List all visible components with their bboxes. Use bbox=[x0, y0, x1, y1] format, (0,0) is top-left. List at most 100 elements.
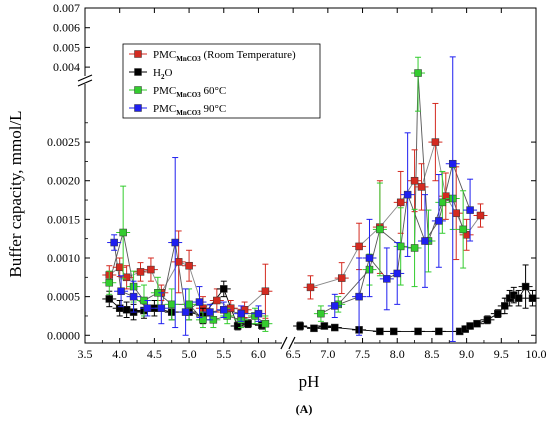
data-point bbox=[220, 306, 228, 314]
panel-label: (A) bbox=[296, 402, 313, 416]
legend-marker bbox=[134, 50, 142, 58]
y-break-mark bbox=[77, 74, 93, 82]
x-tick-label: 3.5 bbox=[78, 347, 93, 361]
x-break-gap bbox=[281, 338, 294, 348]
y-break-gap bbox=[79, 76, 91, 84]
data-point bbox=[317, 309, 325, 318]
data-point bbox=[195, 298, 204, 306]
x-tick-label: 9.5 bbox=[494, 347, 509, 361]
y-tick-label: 0.005 bbox=[53, 40, 80, 54]
data-point bbox=[483, 316, 492, 324]
data-point bbox=[143, 304, 152, 312]
x-tick-label: 9.0 bbox=[459, 347, 474, 361]
y-tick-label: 0.004 bbox=[53, 60, 80, 74]
y-tick-label: 0.0025 bbox=[47, 135, 80, 149]
legend-entries: PMCMnCO3 (Room Temperature) H2O PMCMnCO3 6… bbox=[129, 49, 296, 117]
data-point bbox=[459, 225, 467, 234]
data-point bbox=[331, 323, 339, 332]
legend-box bbox=[122, 43, 321, 119]
data-point bbox=[115, 304, 124, 312]
data-point bbox=[414, 327, 422, 336]
data-point bbox=[220, 285, 228, 293]
data-point bbox=[383, 275, 391, 283]
data-point bbox=[421, 237, 429, 245]
data-point bbox=[171, 238, 179, 247]
y-tick-label: 0.0015 bbox=[47, 212, 80, 226]
data-point bbox=[110, 238, 118, 247]
data-point bbox=[129, 292, 138, 301]
data-point bbox=[337, 274, 346, 282]
data-point bbox=[435, 217, 443, 225]
data-point bbox=[105, 278, 114, 287]
data-point bbox=[117, 287, 125, 295]
data-point bbox=[396, 242, 405, 251]
data-point bbox=[435, 327, 443, 336]
data-point bbox=[261, 287, 270, 295]
data-point bbox=[417, 183, 426, 191]
data-point bbox=[213, 296, 221, 305]
data-point bbox=[147, 265, 155, 274]
data-point bbox=[393, 269, 401, 278]
y-tick-label: 0.0000 bbox=[47, 328, 80, 342]
x-tick-label: 10.0 bbox=[526, 347, 547, 361]
data-point bbox=[185, 300, 193, 309]
data-point bbox=[414, 69, 422, 77]
data-point bbox=[448, 159, 457, 168]
x-tick-label: 4.5 bbox=[147, 347, 162, 361]
legend-marker bbox=[134, 104, 142, 112]
data-point bbox=[396, 198, 405, 207]
x-tick-label: 8.0 bbox=[390, 347, 405, 361]
x-tick-label: 6.0 bbox=[251, 347, 266, 361]
data-point bbox=[206, 308, 214, 316]
legend-marker bbox=[134, 86, 142, 94]
data-point bbox=[244, 319, 252, 328]
legend-label: PMCMnCO3 (Room Temperature) bbox=[153, 49, 296, 63]
data-point bbox=[119, 228, 127, 237]
data-point bbox=[331, 302, 339, 310]
data-point bbox=[390, 327, 398, 336]
data-point bbox=[355, 292, 363, 301]
x-axis-title: pH bbox=[299, 372, 320, 391]
x-break-mark bbox=[280, 336, 288, 350]
data-point bbox=[237, 309, 245, 318]
data-point bbox=[185, 261, 193, 270]
x-tick-label: 6.5 bbox=[286, 347, 301, 361]
legend-label: PMCMnCO3 60°C bbox=[153, 85, 226, 99]
x-tick-label: 5.0 bbox=[182, 347, 197, 361]
y-tick-label: 0.0010 bbox=[47, 251, 80, 265]
data-point bbox=[528, 294, 537, 302]
y-break-mark bbox=[77, 79, 93, 87]
data-point bbox=[431, 138, 440, 146]
data-point bbox=[320, 322, 329, 330]
legend-marker bbox=[134, 68, 142, 76]
data-point bbox=[521, 282, 530, 291]
data-point bbox=[122, 273, 131, 282]
data-point bbox=[115, 263, 124, 272]
data-point bbox=[365, 254, 374, 262]
legend: PMCMnCO3 (Room Temperature) H2O PMCMnCO3 6… bbox=[122, 43, 321, 119]
data-point bbox=[174, 258, 183, 266]
data-point bbox=[466, 206, 474, 214]
x-tick-label: 7.5 bbox=[355, 347, 370, 361]
data-point bbox=[254, 309, 263, 318]
data-point bbox=[157, 304, 166, 312]
legend-label: PMCMnCO3 90°C bbox=[153, 103, 226, 117]
x-tick-label: 4.0 bbox=[112, 347, 127, 361]
data-point bbox=[296, 322, 304, 330]
y-axis-title: Buffer capacity, mmol/L bbox=[6, 110, 25, 277]
x-tick-label: 7.0 bbox=[320, 347, 335, 361]
y-tick-label: 0.006 bbox=[53, 21, 80, 35]
data-point bbox=[136, 268, 145, 276]
data-point bbox=[105, 295, 114, 303]
data-point bbox=[167, 300, 176, 309]
y-tick-label: 0.0005 bbox=[47, 290, 80, 304]
data-point bbox=[410, 176, 419, 185]
data-point bbox=[476, 211, 485, 220]
data-point bbox=[514, 294, 523, 302]
data-point bbox=[403, 190, 412, 199]
data-point bbox=[438, 198, 447, 207]
x-tick-label: 5.5 bbox=[216, 347, 231, 361]
y-tick-label: 0.007 bbox=[53, 1, 80, 15]
data-point bbox=[306, 283, 315, 292]
data-point bbox=[494, 309, 502, 318]
